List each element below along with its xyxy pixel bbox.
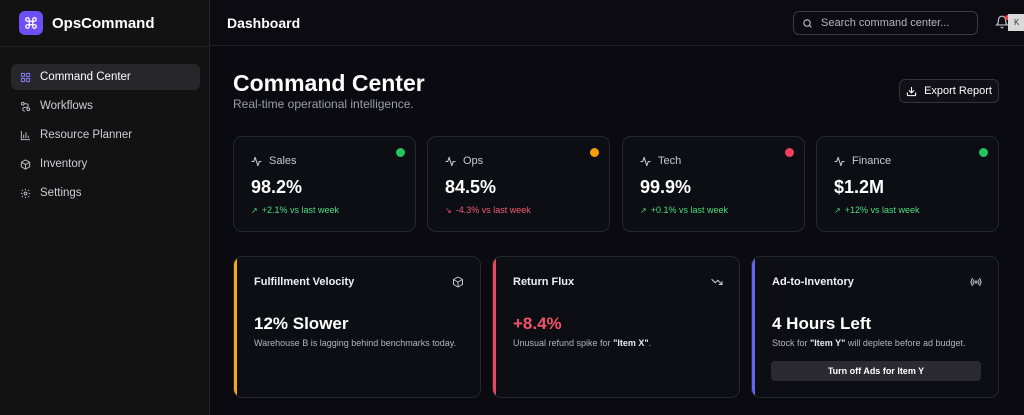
status-dot — [785, 148, 794, 157]
arrow-up-right-icon: ↗ — [251, 205, 258, 215]
metric-change-text: +0.1% vs last week — [650, 205, 728, 215]
arrow-up-right-icon: ↗ — [834, 205, 841, 215]
accent-bar — [493, 257, 496, 397]
brand[interactable]: OpsCommand — [19, 11, 155, 35]
insight-card-return-flux[interactable]: Return Flux +8.4% Unusual refund spike f… — [492, 256, 740, 398]
metric-card-ops[interactable]: Ops 84.5% ↘ -4.3% vs last week — [427, 136, 610, 232]
page-title: Command Center — [233, 70, 425, 96]
search-box[interactable] — [793, 11, 978, 35]
metric-value: 99.9% — [640, 177, 692, 197]
metric-value: 98.2% — [251, 177, 303, 197]
metric-change-text: +2.1% vs last week — [261, 205, 339, 215]
sidebar-item-label: Settings — [40, 187, 82, 199]
metric-change: ↗ +2.1% vs last week — [251, 205, 339, 215]
activity-icon — [834, 156, 845, 166]
metric-label: Finance — [852, 155, 892, 167]
sidebar-item-inventory[interactable]: Inventory — [11, 151, 200, 177]
export-report-button[interactable]: Export Report — [899, 79, 999, 103]
arrow-up-right-icon: ↗ — [640, 205, 647, 215]
insight-description: Unusual refund spike for "Item X". — [513, 338, 652, 348]
trending-down-icon — [711, 278, 723, 286]
metric-card-tech[interactable]: Tech 99.9% ↗ +0.1% vs last week — [622, 136, 805, 232]
top-bar: Dashboard K — [210, 0, 1024, 46]
bell-icon[interactable] — [995, 14, 1009, 30]
status-dot — [979, 148, 988, 157]
metric-change: ↗ +0.1% vs last week — [640, 205, 728, 215]
status-dot — [396, 148, 405, 157]
insight-title: Return Flux — [513, 276, 575, 288]
metric-change-text: +12% vs last week — [844, 205, 920, 215]
header-title: Dashboard — [227, 15, 301, 31]
sidebar-item-label: Inventory — [40, 158, 88, 170]
accent-bar — [234, 257, 237, 397]
sidebar-divider — [0, 46, 209, 47]
export-report-label: Export Report — [924, 85, 992, 97]
activity-icon — [251, 156, 262, 166]
avatar[interactable]: K — [1008, 14, 1024, 31]
arrow-down-right-icon: ↘ — [445, 205, 452, 215]
sidebar-item-label: Resource Planner — [40, 129, 133, 141]
search-input[interactable] — [821, 17, 971, 29]
sidebar-item-label: Workflows — [40, 100, 93, 112]
metric-value: $1.2M — [834, 177, 885, 197]
metric-change: ↗ +12% vs last week — [834, 205, 920, 215]
sidebar-item-workflows[interactable]: Workflows — [11, 93, 200, 119]
accent-bar — [752, 257, 755, 397]
sidebar-item-settings[interactable]: Settings — [11, 180, 200, 206]
metric-value: 84.5% — [445, 177, 497, 197]
metric-label: Tech — [658, 155, 682, 167]
command-logo-icon — [19, 11, 43, 35]
insight-value: 12% Slower — [254, 314, 349, 333]
workflow-icon — [20, 101, 31, 112]
app-name: OpsCommand — [52, 14, 155, 32]
insight-value: +8.4% — [513, 314, 562, 333]
insight-card-fulfillment[interactable]: Fulfillment Velocity 12% Slower Warehous… — [233, 256, 481, 398]
grid-icon — [20, 72, 31, 82]
insight-title: Ad-to-Inventory — [772, 276, 854, 288]
box-icon — [20, 158, 31, 170]
status-dot — [590, 148, 599, 157]
page-subtitle: Real-time operational intelligence. — [233, 97, 414, 111]
metric-card-sales[interactable]: Sales 98.2% ↗ +2.1% vs last week — [233, 136, 416, 232]
sidebar-nav: Command Center Workflows Resource Planne… — [11, 64, 200, 209]
sidebar: OpsCommand Command Center Workflows Reso… — [0, 0, 210, 415]
sidebar-item-command-center[interactable]: Command Center — [11, 64, 200, 90]
insight-value: 4 Hours Left — [772, 314, 872, 333]
turn-off-ads-button[interactable]: Turn off Ads for Item Y — [771, 361, 981, 381]
metric-label: Ops — [463, 155, 484, 167]
insight-card-ad-to-inventory[interactable]: Ad-to-Inventory 4 Hours Left Stock for "… — [751, 256, 999, 398]
box-icon — [453, 276, 463, 288]
sidebar-item-resource-planner[interactable]: Resource Planner — [11, 122, 200, 148]
metric-change-text: -4.3% vs last week — [455, 205, 531, 215]
insight-title: Fulfillment Velocity — [254, 276, 355, 288]
download-icon — [906, 86, 917, 96]
bar-chart-icon — [20, 130, 31, 140]
metric-change: ↘ -4.3% vs last week — [445, 205, 531, 215]
gear-icon — [20, 188, 31, 198]
activity-icon — [445, 156, 456, 166]
metric-card-finance[interactable]: Finance $1.2M ↗ +12% vs last week — [816, 136, 999, 232]
metric-label: Sales — [269, 155, 297, 167]
insight-description: Warehouse B is lagging behind benchmarks… — [254, 338, 457, 348]
broadcast-icon — [970, 278, 982, 286]
sidebar-item-label: Command Center — [40, 71, 131, 83]
search-icon — [803, 18, 812, 28]
activity-icon — [640, 156, 651, 166]
notification-dot — [1005, 15, 1010, 20]
insight-description: Stock for "Item Y" will deplete before a… — [772, 338, 966, 348]
